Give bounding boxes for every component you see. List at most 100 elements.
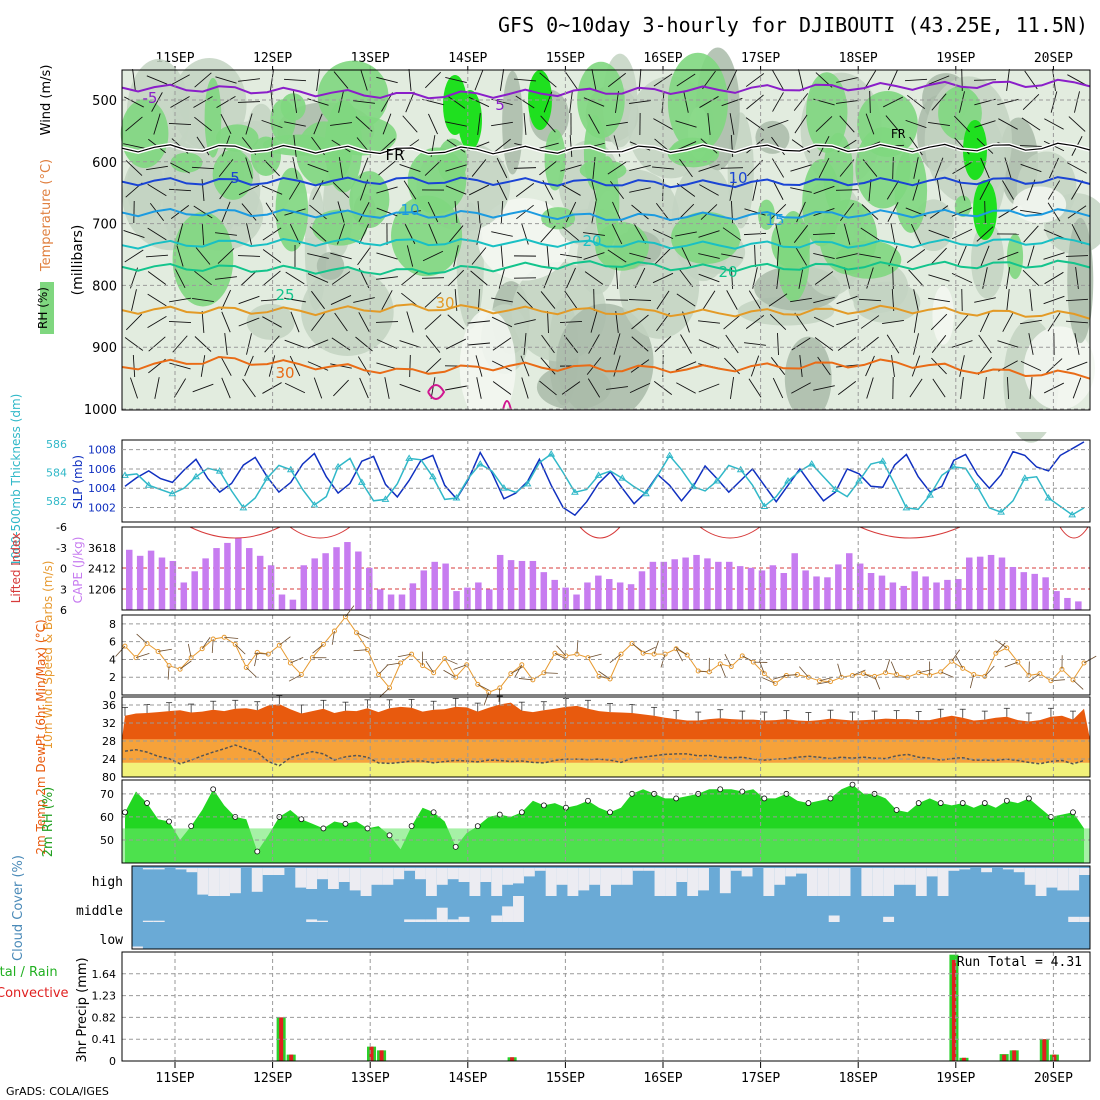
cloud-cell-middle — [458, 916, 470, 922]
wind-barb — [540, 115, 556, 133]
wind-barb — [521, 223, 529, 245]
wind-barb — [865, 113, 875, 135]
rh-contour — [502, 400, 512, 411]
wind-barb — [799, 355, 803, 377]
wind-barb — [476, 377, 482, 399]
wind-barb — [193, 96, 213, 108]
thickness-marker — [760, 502, 769, 509]
wind-barb — [1006, 289, 1010, 311]
date-label-bottom: 19SEP — [936, 1071, 975, 1086]
wind-barb — [261, 119, 283, 129]
wind-barb — [702, 290, 716, 310]
wind-barb — [931, 93, 947, 111]
wind-barb — [793, 93, 809, 111]
wind-barb — [445, 164, 467, 172]
wind-barb — [376, 252, 398, 260]
precip-convective-bar — [1052, 1054, 1057, 1061]
wind-barb — [514, 78, 536, 82]
cape-bar — [289, 599, 297, 610]
wind-barb — [523, 333, 527, 355]
wind-barb — [839, 202, 855, 222]
cape-bar — [802, 570, 809, 610]
wind-barb — [145, 254, 169, 258]
cloud-cell-high — [197, 868, 209, 895]
isotherm-FR — [121, 142, 1091, 155]
wind-barb — [928, 229, 950, 239]
wind-barb — [606, 386, 628, 390]
thickness-marker — [121, 471, 129, 478]
wind-barb — [376, 186, 398, 194]
cloud-cell-high — [208, 868, 220, 896]
cloud-cell-middle — [436, 907, 448, 922]
cloud-cell-high — [295, 868, 307, 888]
wind-barb — [477, 113, 481, 135]
wind-barb — [115, 645, 126, 657]
wind-barb — [979, 311, 991, 333]
thickness-marker — [784, 477, 792, 484]
wind-barb — [794, 312, 808, 332]
wind-barb — [859, 253, 881, 259]
wind-barb — [656, 290, 670, 310]
cape-bar — [867, 573, 875, 610]
wind-barb — [794, 246, 808, 266]
cloud-cell-high — [556, 868, 568, 885]
li-line — [859, 526, 961, 539]
thickness-marker — [689, 482, 698, 490]
cloud-cell-high — [382, 868, 394, 885]
cape-bar — [518, 560, 526, 610]
wind-barb — [500, 200, 504, 224]
wind-barb — [172, 335, 188, 353]
pressure-axis-label: (millibars) — [70, 225, 86, 296]
wind-barb — [839, 159, 855, 177]
wind-frame — [121, 614, 1091, 696]
pressure-tick-label: 1000 — [84, 403, 117, 418]
wind-barb — [453, 664, 467, 670]
slp-frame — [121, 439, 1091, 523]
wind-barb — [1004, 661, 1019, 668]
wind-barb — [783, 674, 798, 677]
wind-barb — [865, 355, 875, 377]
cape-bar — [507, 560, 515, 610]
wind-barb — [882, 320, 904, 324]
wind-barb — [777, 332, 779, 356]
wind-barb — [513, 167, 537, 169]
thickness-marker — [499, 484, 508, 491]
wind-barb — [151, 92, 163, 112]
wind-barb — [284, 121, 306, 127]
cape-bar — [333, 547, 340, 610]
thickness-tick-label: 584 — [46, 467, 67, 480]
wind-barb — [168, 122, 192, 126]
wind-barb — [1021, 117, 1041, 131]
cape-bar — [758, 570, 766, 610]
below-surface — [122, 410, 1090, 432]
thickness-marker — [594, 471, 603, 478]
cape-bar — [649, 561, 657, 610]
wind-barb — [909, 136, 923, 156]
wind-barb — [929, 205, 949, 219]
wind-barb — [642, 646, 656, 654]
precip-frame — [121, 951, 1091, 1062]
wind-barb — [289, 355, 301, 377]
cloud-cell-high — [436, 868, 448, 885]
cloud-cell-high — [861, 868, 873, 896]
wind-barb — [169, 297, 191, 303]
wind-barb — [631, 336, 649, 352]
wind-barb — [309, 204, 327, 220]
wind-barb — [584, 271, 604, 285]
wind-barb — [1047, 202, 1061, 222]
wind-barb — [1050, 91, 1058, 113]
cape-bar — [387, 594, 395, 610]
wind-barb — [860, 227, 880, 241]
wind-barb — [269, 69, 275, 91]
wind-barb — [959, 91, 965, 113]
wind-barb — [560, 164, 582, 172]
wind-barb — [998, 118, 1018, 130]
rh2m-marker — [210, 786, 217, 793]
thickness-marker — [949, 462, 958, 470]
date-label-bottom: 18SEP — [839, 1071, 878, 1086]
wind-barb — [399, 383, 421, 393]
temp-tick-label: 24 — [102, 753, 116, 766]
wind-barb — [591, 201, 597, 223]
wind-barb — [583, 97, 605, 107]
cape-bar — [1009, 566, 1017, 610]
